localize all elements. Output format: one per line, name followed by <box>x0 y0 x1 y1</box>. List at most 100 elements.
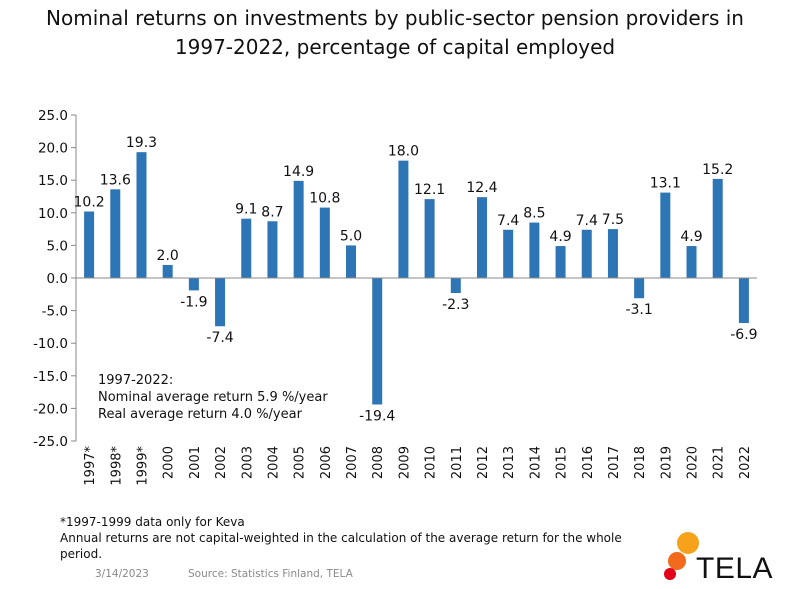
x-tick-label: 2022 <box>738 446 753 479</box>
tela-logo: TELA <box>664 530 774 586</box>
data-label: -3.1 <box>625 302 652 318</box>
x-tick-label: 2019 <box>659 446 674 479</box>
data-label: -19.4 <box>359 408 395 424</box>
source-label: Source: Statistics Finland, TELA <box>188 568 353 580</box>
bar <box>346 245 357 278</box>
y-tick-label: -15.0 <box>33 369 68 385</box>
y-tick-label: 15.0 <box>38 173 68 189</box>
x-tick-label: 2020 <box>686 446 701 479</box>
data-label: 10.2 <box>74 194 105 210</box>
bar <box>398 160 409 278</box>
chart-title-line-2: 1997-2022, percentage of capital employe… <box>174 35 616 59</box>
x-tick-label: 2003 <box>240 446 255 479</box>
x-tick-label: 2009 <box>397 446 412 479</box>
date-label: 3/14/2023 <box>95 568 149 580</box>
data-label: 4.9 <box>549 229 571 245</box>
bar <box>738 278 749 323</box>
data-label: 7.4 <box>576 213 598 229</box>
x-tick-label: 2008 <box>371 446 386 479</box>
y-tick-label: 10.0 <box>38 206 68 222</box>
x-tick-label: 1997* <box>83 446 98 486</box>
tela-logo-mark-icon <box>664 532 699 580</box>
data-label: 2.0 <box>157 248 179 264</box>
data-label: 12.1 <box>414 182 445 198</box>
chart-annotation-line: Real average return 4.0 %/year <box>98 407 303 422</box>
bar <box>293 180 304 278</box>
y-tick-label: 0.0 <box>47 271 68 287</box>
x-tick-label: 2015 <box>555 446 570 479</box>
bar <box>215 278 226 327</box>
x-tick-label: 2004 <box>266 446 281 479</box>
bar <box>529 222 540 278</box>
x-tick-label: 2014 <box>528 446 543 479</box>
data-label: 13.1 <box>650 176 681 192</box>
bar <box>84 211 95 278</box>
bar <box>660 192 671 278</box>
y-tick-label: -10.0 <box>33 336 68 352</box>
bar <box>634 278 645 299</box>
chart-annotation-line: 1997-2022: <box>98 373 173 388</box>
data-label: 15.2 <box>702 162 733 178</box>
data-label: 12.4 <box>466 180 497 196</box>
data-label: 8.7 <box>261 204 283 220</box>
data-label: 13.6 <box>100 172 131 188</box>
data-label: 8.5 <box>523 206 545 222</box>
x-tick-label: 1999* <box>135 446 150 486</box>
x-tick-label: 2021 <box>712 446 727 479</box>
bar <box>712 178 723 278</box>
chart-title-line-1: Nominal returns on investments by public… <box>46 6 744 30</box>
bar <box>503 229 514 278</box>
bar <box>267 221 278 278</box>
bar <box>424 199 435 278</box>
data-label: 14.9 <box>283 164 314 180</box>
footnote-2: Annual returns are not capital-weighted … <box>60 531 622 545</box>
x-tick-label: 2000 <box>162 446 177 479</box>
x-tick-label: 2013 <box>502 446 517 479</box>
chart-title: Nominal returns on investments by public… <box>0 4 790 62</box>
data-label: -1.9 <box>180 294 207 310</box>
data-label: 10.8 <box>309 191 340 207</box>
bar <box>188 278 199 291</box>
bar <box>319 207 330 278</box>
x-tick-label: 2016 <box>581 446 596 479</box>
bar <box>241 218 252 278</box>
bar <box>686 246 697 278</box>
x-tick-label: 2002 <box>214 446 229 479</box>
tela-logo-text: TELA <box>696 552 774 585</box>
data-label: 19.3 <box>126 135 157 151</box>
x-tick-label: 2018 <box>633 446 648 479</box>
data-label: -7.4 <box>206 330 233 346</box>
bar <box>450 278 461 293</box>
y-tick-label: 25.0 <box>38 108 68 124</box>
x-tick-label: 2006 <box>319 446 334 479</box>
x-tick-label: 2010 <box>424 446 439 479</box>
data-label: 5.0 <box>340 228 362 244</box>
bar <box>136 152 147 278</box>
bar <box>581 229 592 278</box>
x-tick-label: 2012 <box>476 446 491 479</box>
bar <box>162 264 173 278</box>
footnote-3: period. <box>60 547 103 561</box>
data-label: 7.4 <box>497 213 519 229</box>
chart-annotation-line: Nominal average return 5.9 %/year <box>98 390 328 405</box>
x-tick-label: 2001 <box>188 446 203 479</box>
bar <box>372 278 383 405</box>
data-label: -6.9 <box>730 327 757 343</box>
x-tick-label: 2017 <box>607 446 622 479</box>
bar <box>555 246 566 278</box>
footnote-1: *1997-1999 data only for Keva <box>60 515 245 529</box>
bar <box>607 229 618 278</box>
y-tick-label: -5.0 <box>42 304 68 320</box>
footnotes: *1997-1999 data only for Keva Annual ret… <box>60 514 660 562</box>
y-tick-label: 5.0 <box>47 238 68 254</box>
x-tick-label: 2007 <box>345 446 360 479</box>
data-label: -2.3 <box>442 297 469 313</box>
x-tick-label: 1998* <box>109 446 124 486</box>
data-label: 9.1 <box>235 202 257 218</box>
bar <box>476 197 487 278</box>
data-label: 7.5 <box>602 212 624 228</box>
y-tick-label: -25.0 <box>33 434 68 450</box>
data-label: 4.9 <box>680 229 702 245</box>
bar-chart: 25.0 20.0 15.0 10.0 5.0 0.0 -5.0 -10.0 -15.0 -20.… <box>33 108 758 486</box>
data-label: 18.0 <box>388 144 419 160</box>
